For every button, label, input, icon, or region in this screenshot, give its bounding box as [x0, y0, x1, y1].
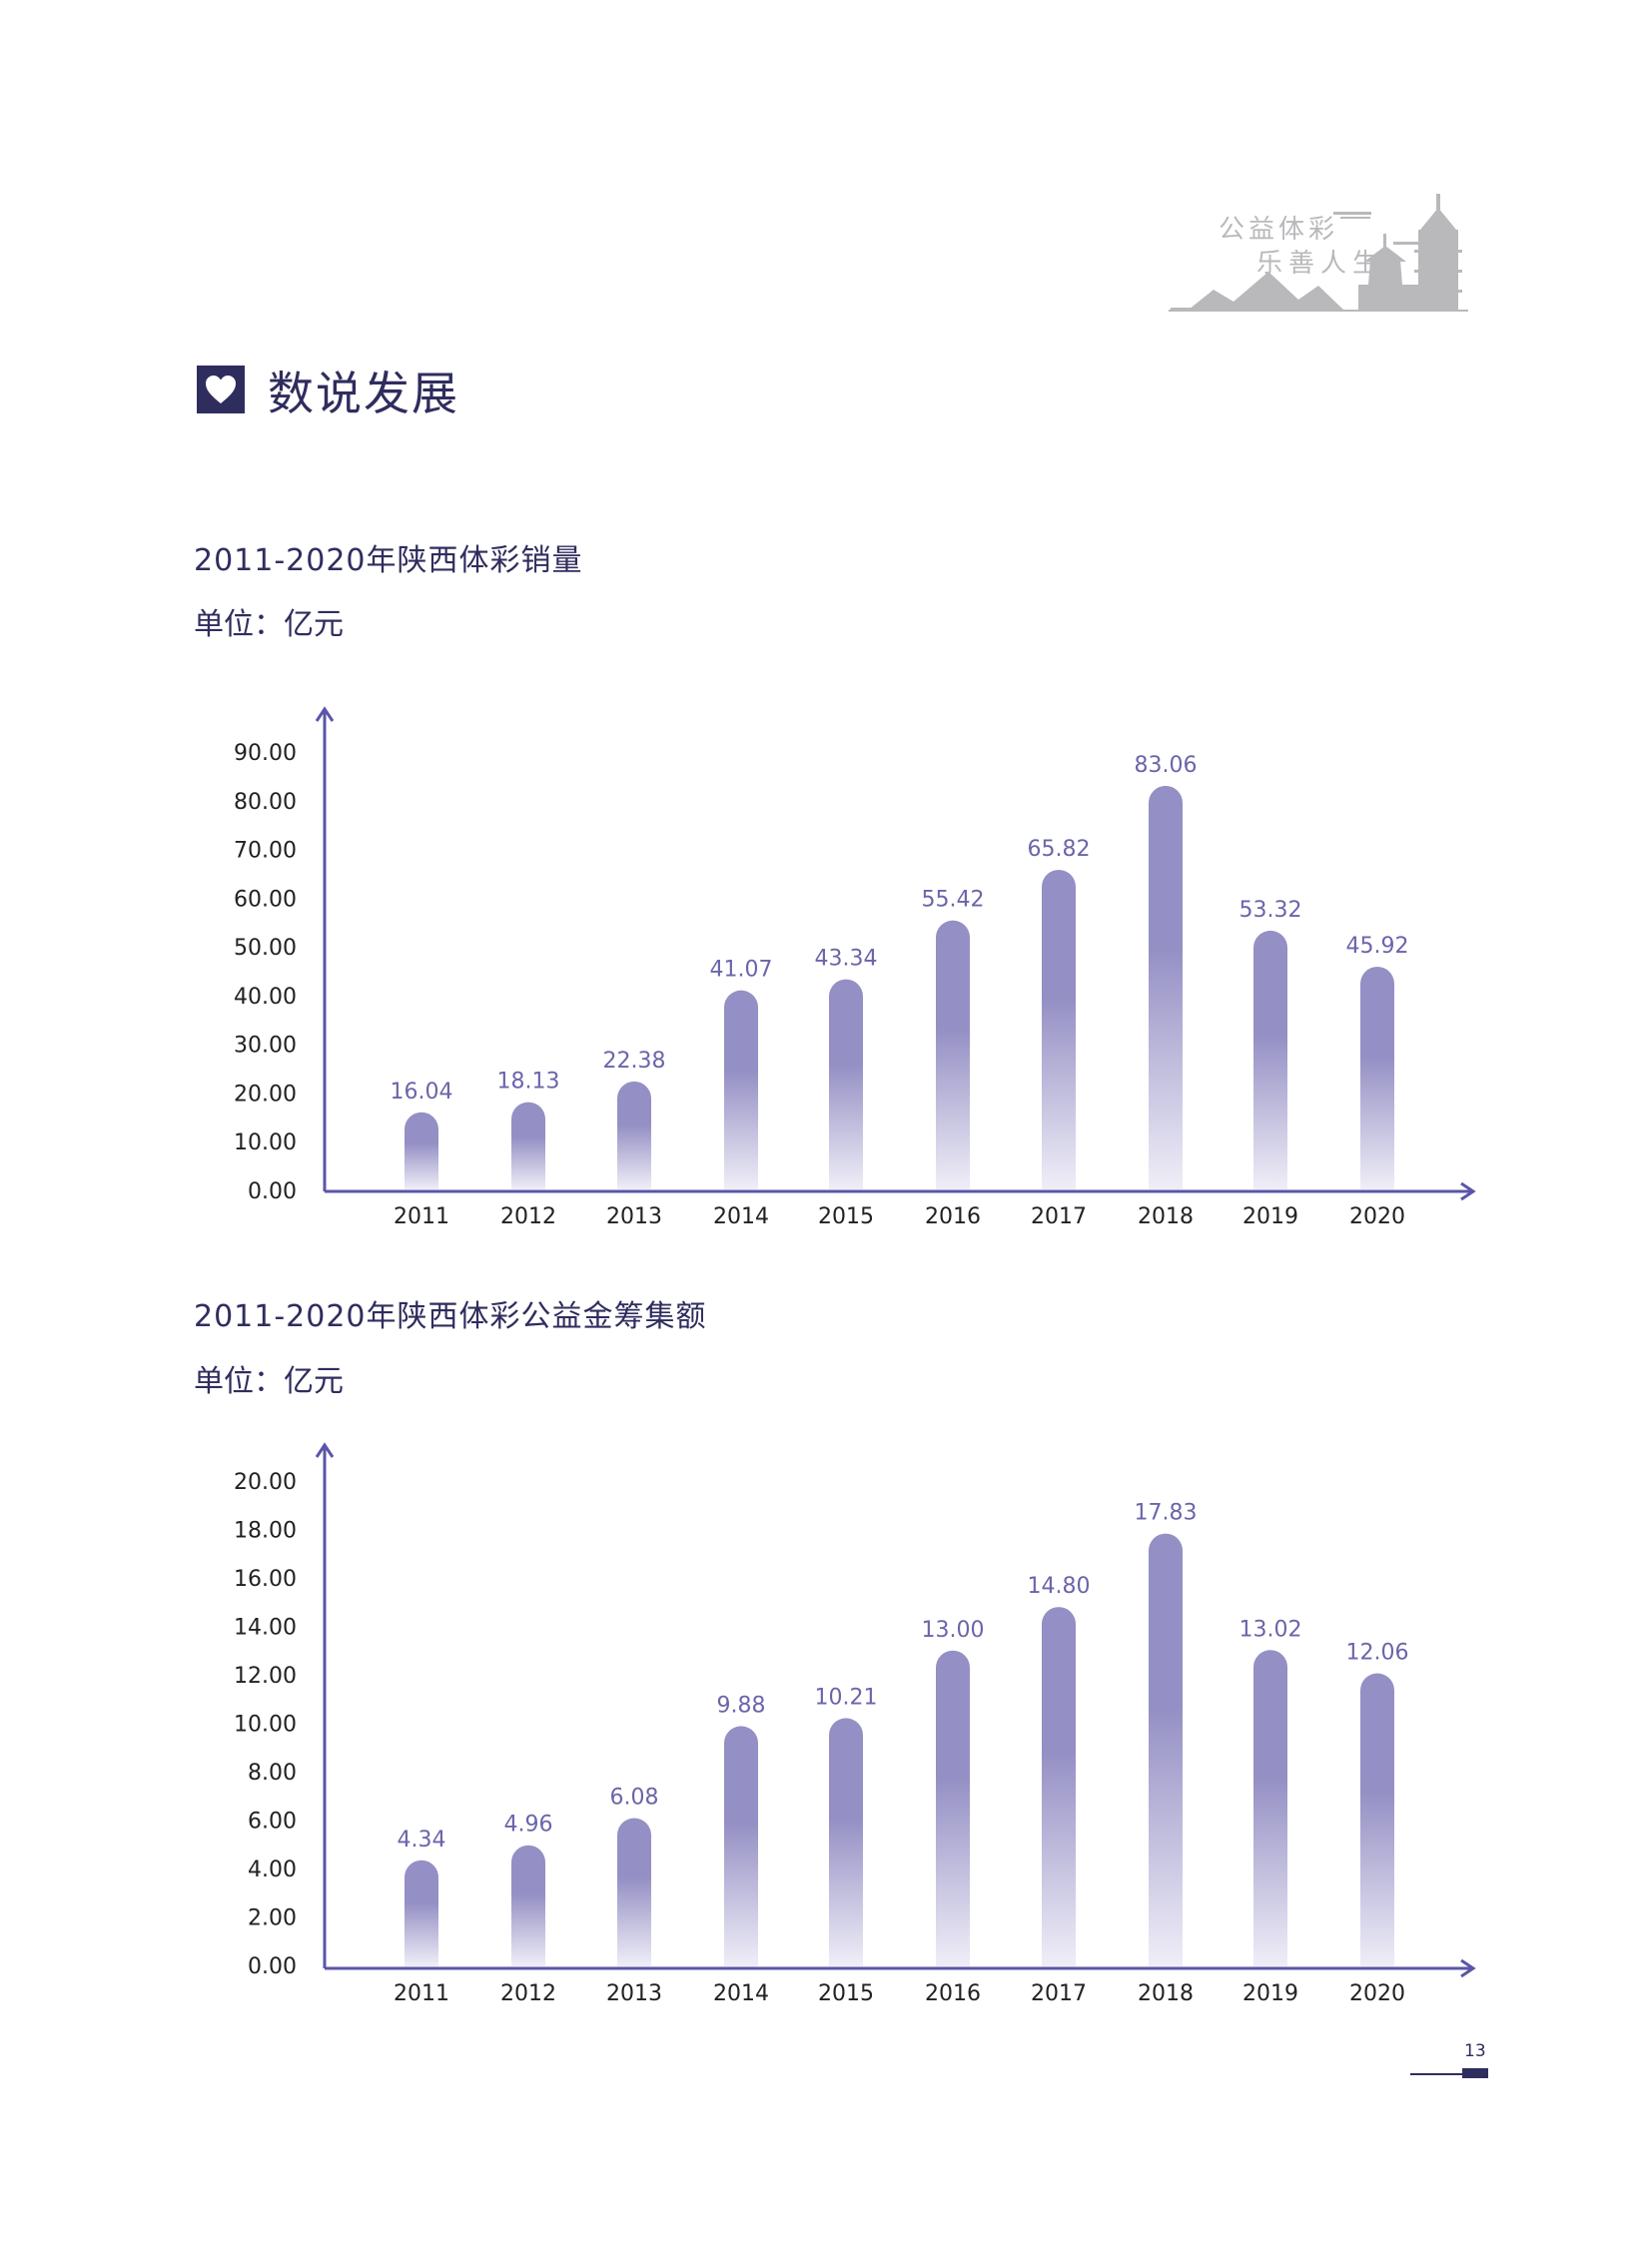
y-tick-label: 10.00 [234, 1713, 297, 1738]
x-axis-arrow [1460, 1181, 1476, 1201]
chart2-title: 2011-2020年陕西体彩公益金筹集额 [194, 1299, 707, 1334]
bar-value-label: 83.06 [1135, 753, 1198, 778]
page-number-block [1462, 2068, 1488, 2078]
bar-value-label: 22.38 [603, 1049, 666, 1074]
bar-value-label: 65.82 [1028, 837, 1091, 862]
y-tick-label: 14.00 [234, 1616, 297, 1641]
x-tick-label: 2013 [606, 1981, 662, 2006]
x-axis-arrow [1460, 1958, 1476, 1978]
x-tick-label: 2016 [925, 1981, 981, 2006]
x-tick-label: 2012 [500, 1981, 556, 2006]
bar-value-label: 18.13 [497, 1070, 560, 1095]
bar [1253, 1650, 1287, 1966]
bar [617, 1081, 651, 1189]
bar-value-label: 10.21 [815, 1685, 878, 1710]
x-tick-label: 2019 [1242, 1981, 1298, 2006]
y-tick-label: 10.00 [234, 1130, 297, 1155]
bar-value-label: 14.80 [1028, 1574, 1091, 1599]
bar-value-label: 53.32 [1239, 898, 1302, 923]
bar-value-label: 16.04 [391, 1080, 453, 1105]
bar [936, 920, 970, 1189]
section-title: 数说发展 [268, 367, 459, 420]
logo-text-1: 公益体彩 [1219, 215, 1338, 245]
x-tick-label: 2017 [1031, 1204, 1087, 1229]
x-tick-label: 2015 [818, 1981, 874, 2006]
y-tick-label: 0.00 [248, 1179, 297, 1204]
y-tick-label: 80.00 [234, 790, 297, 815]
y-axis-arrow [315, 1442, 335, 1458]
y-tick-label: 6.00 [248, 1810, 297, 1835]
bar [724, 990, 758, 1189]
y-axis-arrow [315, 706, 335, 722]
bar [511, 1102, 545, 1189]
y-tick-label: 18.00 [234, 1519, 297, 1544]
y-tick-label: 8.00 [248, 1761, 297, 1786]
bar [1042, 869, 1076, 1189]
x-tick-label: 2018 [1138, 1204, 1194, 1229]
page-number-rule [1410, 2073, 1465, 2075]
x-tick-label: 2020 [1349, 1204, 1405, 1229]
bar [829, 1718, 863, 1966]
y-tick-label: 20.00 [234, 1082, 297, 1107]
x-tick-label: 2019 [1242, 1204, 1298, 1229]
page-number: 13 [1464, 2041, 1486, 2061]
bar [936, 1650, 970, 1966]
x-tick-label: 2015 [818, 1204, 874, 1229]
bar-value-label: 6.08 [610, 1786, 659, 1811]
x-tick-label: 2011 [394, 1204, 449, 1229]
x-tick-label: 2017 [1031, 1981, 1087, 2006]
bar-value-label: 4.34 [398, 1828, 446, 1853]
y-tick-label: 90.00 [234, 741, 297, 766]
brand-logo: 公益体彩 乐善人生 [1169, 190, 1488, 320]
x-tick-label: 2018 [1138, 1981, 1194, 2006]
bar [1149, 1533, 1183, 1966]
bar-value-label: 12.06 [1346, 1641, 1409, 1666]
bar [617, 1818, 651, 1966]
x-tick-label: 2012 [500, 1204, 556, 1229]
x-tick-label: 2014 [713, 1204, 769, 1229]
y-tick-label: 60.00 [234, 887, 297, 912]
y-tick-label: 12.00 [234, 1664, 297, 1689]
y-tick-label: 4.00 [248, 1858, 297, 1882]
bar-value-label: 17.83 [1135, 1501, 1198, 1526]
bar [724, 1726, 758, 1966]
bar-value-label: 13.02 [1239, 1617, 1302, 1642]
x-tick-label: 2014 [713, 1981, 769, 2006]
bar-value-label: 45.92 [1346, 934, 1409, 959]
bar [1149, 785, 1183, 1189]
y-tick-label: 70.00 [234, 839, 297, 864]
chart2-unit: 单位：亿元 [194, 1364, 344, 1399]
bar [1360, 967, 1394, 1189]
bar-value-label: 13.00 [922, 1618, 985, 1643]
bar-value-label: 41.07 [710, 958, 773, 983]
bar [1360, 1673, 1394, 1966]
bar-value-label: 43.34 [815, 947, 878, 972]
logo-text-2: 乐善人生 [1256, 249, 1384, 279]
x-tick-label: 2011 [394, 1981, 449, 2006]
y-tick-label: 16.00 [234, 1567, 297, 1592]
y-tick-label: 50.00 [234, 936, 297, 961]
y-tick-label: 20.00 [234, 1470, 297, 1495]
heart-icon [197, 366, 245, 413]
x-tick-label: 2013 [606, 1204, 662, 1229]
bar-value-label: 9.88 [717, 1693, 766, 1718]
y-tick-label: 40.00 [234, 985, 297, 1010]
y-tick-label: 30.00 [234, 1034, 297, 1059]
bar [1042, 1607, 1076, 1966]
bar [511, 1845, 545, 1966]
bar-value-label: 4.96 [504, 1813, 553, 1838]
bar [405, 1860, 438, 1966]
chart1-unit: 单位：亿元 [194, 607, 344, 642]
bar-value-label: 55.42 [922, 888, 985, 913]
y-tick-label: 0.00 [248, 1954, 297, 1979]
x-tick-label: 2016 [925, 1204, 981, 1229]
y-tick-label: 2.00 [248, 1906, 297, 1931]
chart1-title: 2011-2020年陕西体彩销量 [194, 543, 583, 578]
bar [405, 1112, 438, 1189]
x-tick-label: 2020 [1349, 1981, 1405, 2006]
bar [1253, 930, 1287, 1189]
bar [829, 979, 863, 1189]
